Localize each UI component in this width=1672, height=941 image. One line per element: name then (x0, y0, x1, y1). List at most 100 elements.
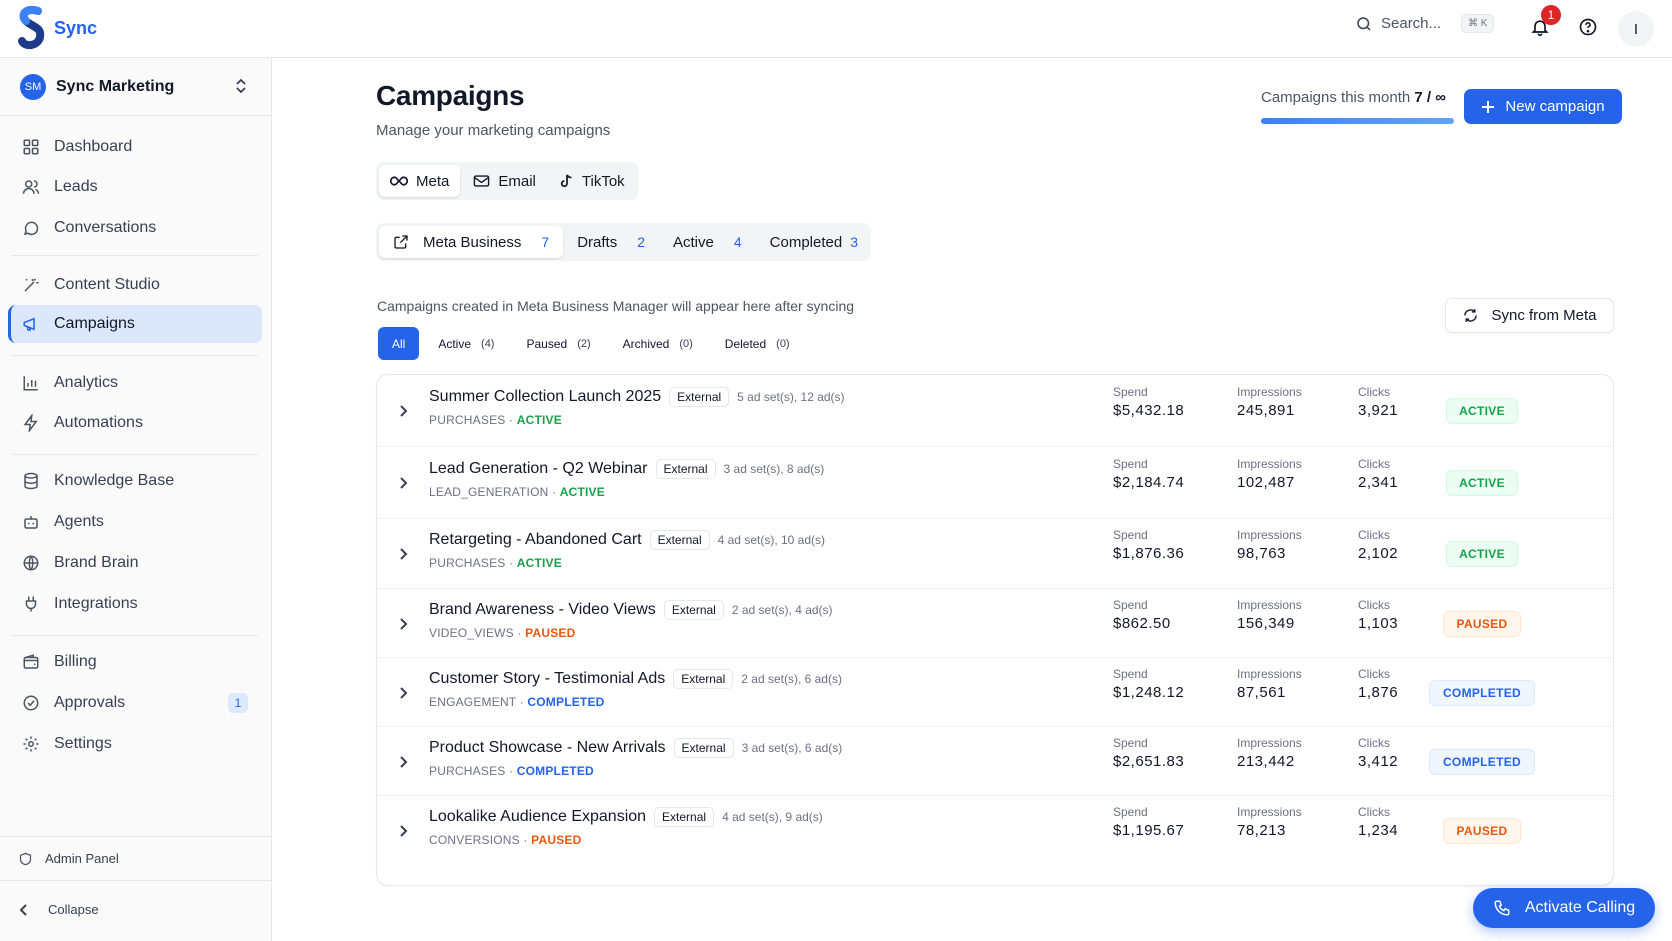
chevron-right-icon[interactable] (398, 404, 408, 418)
clicks-metric: Clicks 1,234 (1358, 805, 1398, 839)
search-box[interactable]: Search... ⌘ K (1355, 14, 1495, 33)
filter-deleted[interactable]: Deleted (0) (712, 327, 803, 360)
impressions-value: 102,487 (1237, 474, 1295, 491)
sidebar-item-settings[interactable]: Settings (8, 725, 262, 763)
sidebar-divider (12, 355, 258, 356)
campaign-name[interactable]: Product Showcase - New Arrivals (429, 739, 666, 756)
notifications-button[interactable] (1530, 16, 1550, 38)
separator-dot: · (516, 695, 528, 709)
sidebar-item-leads[interactable]: Leads (8, 168, 262, 206)
filter-archived[interactable]: Archived (0) (610, 327, 706, 360)
table-row[interactable]: Lead Generation - Q2 Webinar External 3 ad… (377, 447, 1613, 519)
bar-chart-icon (23, 376, 38, 391)
table-row[interactable]: Retargeting - Abandoned Cart External 4 ad… (377, 519, 1613, 589)
workspace-switcher[interactable]: SM Sync Marketing (0, 58, 271, 116)
tab-meta[interactable]: Meta (379, 165, 461, 197)
new-campaign-label: New campaign (1505, 98, 1605, 115)
clicks-metric: Clicks 3,412 (1358, 736, 1398, 770)
table-row[interactable]: Lookalike Audience Expansion External 4 ad… (377, 796, 1613, 866)
table-row[interactable]: Product Showcase - New Arrivals External 3… (377, 727, 1613, 796)
filter-all[interactable]: All (378, 327, 420, 360)
sidebar-item-approvals[interactable]: Approvals 1 (8, 684, 262, 722)
workspace-name: Sync Marketing (56, 77, 175, 95)
filter-active[interactable]: Active (4) (425, 327, 507, 360)
spend-metric: Spend $1,248.12 (1113, 667, 1184, 701)
table-row[interactable]: Summer Collection Launch 2025 External 5 a… (377, 375, 1613, 447)
campaign-name[interactable]: Retargeting - Abandoned Cart (429, 531, 642, 548)
plus-icon (1482, 100, 1495, 113)
sidebar-item-label: Automations (54, 414, 143, 431)
sidebar-item-label: Dashboard (54, 138, 133, 155)
user-avatar[interactable]: I (1618, 11, 1654, 47)
tab-active[interactable]: Active 4 (659, 226, 756, 258)
campaign-name[interactable]: Summer Collection Launch 2025 (429, 388, 662, 405)
sidebar-item-dashboard[interactable]: Dashboard (8, 128, 262, 166)
app-logo[interactable]: Sync (16, 5, 97, 51)
collapse-button[interactable]: Collapse (0, 880, 271, 938)
help-icon (1579, 18, 1597, 36)
chevron-right-icon[interactable] (398, 547, 408, 561)
tab-count: 2 (637, 234, 645, 250)
table-row[interactable]: Customer Story - Testimonial Ads External… (377, 658, 1613, 727)
impressions-label: Impressions (1237, 667, 1302, 681)
help-button[interactable] (1578, 17, 1598, 37)
new-campaign-button[interactable]: New campaign (1464, 89, 1622, 124)
robot-icon (24, 516, 38, 529)
clicks-metric: Clicks 2,341 (1358, 457, 1398, 491)
campaign-name[interactable]: Customer Story - Testimonial Ads (429, 670, 666, 687)
sidebar-item-content-studio[interactable]: Content Studio (8, 266, 262, 304)
campaign-name[interactable]: Lead Generation - Q2 Webinar (429, 460, 648, 477)
spend-metric: Spend $2,184.74 (1113, 457, 1184, 491)
tab-drafts[interactable]: Drafts 2 (563, 226, 659, 258)
campaign-objective-line: VIDEO_VIEWS · PAUSED (429, 626, 575, 640)
chevron-right-icon[interactable] (398, 476, 408, 490)
spend-label: Spend (1113, 736, 1148, 750)
chevron-right-icon[interactable] (398, 824, 408, 838)
sync-from-meta-button[interactable]: Sync from Meta (1445, 298, 1614, 333)
sidebar-item-agents[interactable]: Agents (8, 503, 262, 541)
chevron-right-icon[interactable] (398, 617, 408, 631)
campaign-name[interactable]: Brand Awareness - Video Views (429, 601, 656, 618)
filter-label: All (392, 336, 406, 351)
sidebar-item-integrations[interactable]: Integrations (8, 585, 262, 623)
tab-email[interactable]: Email (462, 165, 547, 197)
campaign-name-line: Lookalike Audience Expansion External 4 ad… (429, 807, 823, 827)
table-row[interactable]: Brand Awareness - Video Views External 2 a… (377, 589, 1613, 658)
infinity-icon (390, 176, 408, 186)
status-badge: ACTIVE (1446, 470, 1518, 496)
sidebar-item-label: Settings (54, 735, 112, 752)
adset-count: 4 ad set(s), 10 ad(s) (717, 533, 826, 547)
tab-completed[interactable]: Completed 3 (756, 226, 868, 258)
activate-calling-button[interactable]: Activate Calling (1473, 888, 1655, 928)
sidebar-item-campaigns[interactable]: Campaigns (8, 305, 262, 343)
chevron-left-icon (19, 903, 27, 916)
sidebar-item-automations[interactable]: Automations (8, 404, 262, 442)
campaign-name-line: Product Showcase - New Arrivals External 3… (429, 738, 842, 758)
clicks-value: 1,234 (1358, 822, 1399, 839)
campaign-name[interactable]: Lookalike Audience Expansion (429, 808, 647, 825)
chevron-right-icon[interactable] (398, 755, 408, 769)
sidebar-item-analytics[interactable]: Analytics (8, 364, 262, 402)
campaign-name-line: Summer Collection Launch 2025 External 5 a… (429, 387, 845, 407)
impressions-value: 78,213 (1237, 822, 1286, 839)
chevron-right-icon[interactable] (398, 686, 408, 700)
tab-meta-business[interactable]: Meta Business 7 (379, 226, 564, 258)
campaign-objective-line: PURCHASES · ACTIVE (429, 413, 562, 427)
sidebar-item-conversations[interactable]: Conversations (8, 209, 262, 247)
search-placeholder: Search... (1381, 15, 1442, 32)
filter-paused[interactable]: Paused (2) (513, 327, 603, 360)
tab-tiktok[interactable]: TikTok (549, 165, 636, 197)
tab-count: 4 (733, 234, 742, 250)
sidebar-item-knowledge-base[interactable]: Knowledge Base (8, 462, 262, 500)
music-note-icon (560, 174, 572, 188)
sidebar-item-brand-brain[interactable]: Brand Brain (8, 544, 262, 582)
campaign-status-text: PAUSED (525, 626, 576, 640)
status-badge: ACTIVE (1446, 398, 1518, 424)
spend-value: $1,195.67 (1113, 822, 1185, 839)
shield-icon (19, 852, 32, 865)
admin-panel-link[interactable]: Admin Panel (0, 836, 271, 880)
users-icon (22, 180, 40, 194)
clicks-value: 3,921 (1358, 402, 1399, 419)
sidebar-item-billing[interactable]: Billing (8, 643, 262, 681)
approvals-count-badge: 1 (228, 693, 248, 713)
